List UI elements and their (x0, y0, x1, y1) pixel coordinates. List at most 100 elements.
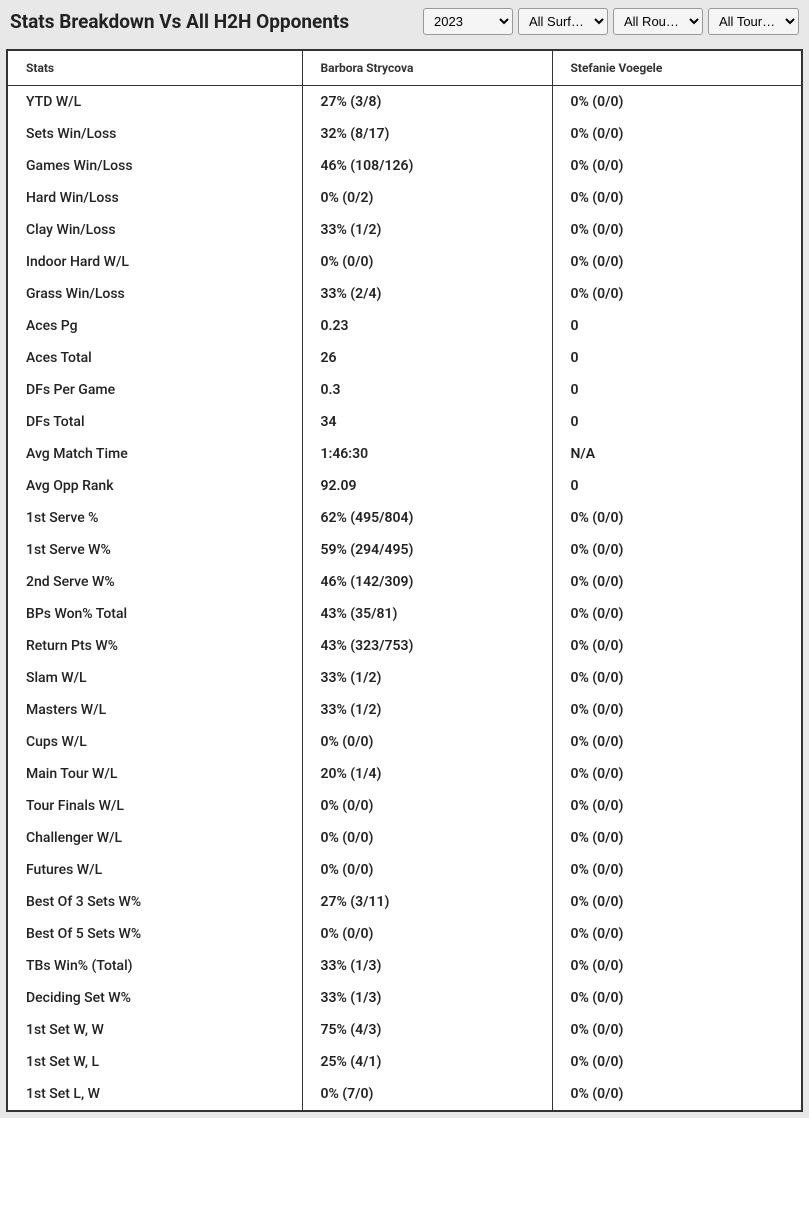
stat-label: Grass Win/Loss (7, 278, 302, 310)
stat-value-player1: 0% (0/0) (302, 854, 552, 886)
stat-value-player1: 0% (0/0) (302, 726, 552, 758)
stat-value-player2: 0% (0/0) (552, 278, 802, 310)
year-filter[interactable]: 2023 (423, 8, 513, 35)
stat-value-player2: 0% (0/0) (552, 182, 802, 214)
stat-label: BPs Won% Total (7, 598, 302, 630)
filter-group: 2023 All Surf… All Rou… All Tour… (423, 8, 799, 35)
stat-label: Clay Win/Loss (7, 214, 302, 246)
stat-label: Best Of 3 Sets W% (7, 886, 302, 918)
stat-label: Sets Win/Loss (7, 118, 302, 150)
table-row: Cups W/L0% (0/0)0% (0/0) (7, 726, 802, 758)
stat-value-player1: 43% (323/753) (302, 630, 552, 662)
table-row: Challenger W/L0% (0/0)0% (0/0) (7, 822, 802, 854)
surface-filter[interactable]: All Surf… (518, 8, 608, 35)
stat-value-player1: 46% (142/309) (302, 566, 552, 598)
table-row: 1st Set W, W75% (4/3)0% (0/0) (7, 1014, 802, 1046)
stat-label: TBs Win% (Total) (7, 950, 302, 982)
stat-value-player1: 33% (2/4) (302, 278, 552, 310)
stat-label: DFs Total (7, 406, 302, 438)
stat-label: Slam W/L (7, 662, 302, 694)
stat-label: Tour Finals W/L (7, 790, 302, 822)
stat-value-player1: 33% (1/2) (302, 662, 552, 694)
stat-value-player2: 0% (0/0) (552, 86, 802, 119)
table-row: 1st Set W, L25% (4/1)0% (0/0) (7, 1046, 802, 1078)
stat-value-player1: 33% (1/3) (302, 982, 552, 1014)
stat-label: Avg Match Time (7, 438, 302, 470)
tour-filter[interactable]: All Tour… (708, 8, 799, 35)
stat-value-player2: 0% (0/0) (552, 502, 802, 534)
table-row: Tour Finals W/L0% (0/0)0% (0/0) (7, 790, 802, 822)
table-row: 1st Serve W%59% (294/495)0% (0/0) (7, 534, 802, 566)
table-row: YTD W/L27% (3/8)0% (0/0) (7, 86, 802, 119)
stat-value-player2: 0% (0/0) (552, 246, 802, 278)
stat-value-player2: 0 (552, 342, 802, 374)
table-container: Stats Barbora Strycova Stefanie Voegele … (0, 43, 809, 1118)
stat-label: 1st Set W, L (7, 1046, 302, 1078)
stat-value-player1: 46% (108/126) (302, 150, 552, 182)
stat-label: Return Pts W% (7, 630, 302, 662)
table-row: Clay Win/Loss33% (1/2)0% (0/0) (7, 214, 802, 246)
stat-value-player1: 0% (0/0) (302, 790, 552, 822)
stat-value-player2: 0% (0/0) (552, 1078, 802, 1111)
stat-value-player2: 0% (0/0) (552, 790, 802, 822)
stat-label: 1st Serve % (7, 502, 302, 534)
table-row: Avg Opp Rank92.090 (7, 470, 802, 502)
stat-value-player1: 0% (0/0) (302, 246, 552, 278)
table-row: 1st Serve %62% (495/804)0% (0/0) (7, 502, 802, 534)
stat-value-player1: 27% (3/11) (302, 886, 552, 918)
table-row: Hard Win/Loss0% (0/2)0% (0/0) (7, 182, 802, 214)
stat-value-player2: 0 (552, 310, 802, 342)
stat-value-player1: 25% (4/1) (302, 1046, 552, 1078)
stat-value-player1: 92.09 (302, 470, 552, 502)
stat-value-player2: 0% (0/0) (552, 662, 802, 694)
stat-value-player1: 0% (0/2) (302, 182, 552, 214)
column-header-player1: Barbora Strycova (302, 50, 552, 86)
stat-value-player1: 0.3 (302, 374, 552, 406)
header-bar: Stats Breakdown Vs All H2H Opponents 202… (0, 0, 809, 43)
stat-value-player2: 0% (0/0) (552, 758, 802, 790)
stat-label: Indoor Hard W/L (7, 246, 302, 278)
stat-value-player1: 26 (302, 342, 552, 374)
stat-value-player2: 0% (0/0) (552, 1046, 802, 1078)
stat-label: Avg Opp Rank (7, 470, 302, 502)
table-row: TBs Win% (Total)33% (1/3)0% (0/0) (7, 950, 802, 982)
stat-value-player2: 0% (0/0) (552, 982, 802, 1014)
stat-value-player1: 75% (4/3) (302, 1014, 552, 1046)
stat-value-player2: 0 (552, 406, 802, 438)
stat-value-player1: 0% (7/0) (302, 1078, 552, 1111)
table-row: 2nd Serve W%46% (142/309)0% (0/0) (7, 566, 802, 598)
stat-value-player2: 0% (0/0) (552, 598, 802, 630)
stat-value-player1: 33% (1/2) (302, 214, 552, 246)
stat-label: 1st Serve W% (7, 534, 302, 566)
stat-value-player2: 0% (0/0) (552, 950, 802, 982)
table-row: Games Win/Loss46% (108/126)0% (0/0) (7, 150, 802, 182)
stat-label: Best Of 5 Sets W% (7, 918, 302, 950)
stat-value-player2: 0% (0/0) (552, 214, 802, 246)
stat-label: Hard Win/Loss (7, 182, 302, 214)
stat-value-player2: 0 (552, 470, 802, 502)
table-row: Aces Total260 (7, 342, 802, 374)
stat-value-player2: 0% (0/0) (552, 566, 802, 598)
stat-value-player1: 0.23 (302, 310, 552, 342)
stat-label: Aces Pg (7, 310, 302, 342)
table-row: Main Tour W/L20% (1/4)0% (0/0) (7, 758, 802, 790)
stat-label: 1st Set W, W (7, 1014, 302, 1046)
table-row: Grass Win/Loss33% (2/4)0% (0/0) (7, 278, 802, 310)
table-row: Futures W/L0% (0/0)0% (0/0) (7, 854, 802, 886)
round-filter[interactable]: All Rou… (613, 8, 703, 35)
stat-value-player1: 62% (495/804) (302, 502, 552, 534)
stat-label: Aces Total (7, 342, 302, 374)
table-row: DFs Per Game0.30 (7, 374, 802, 406)
stat-label: 1st Set L, W (7, 1078, 302, 1111)
stat-value-player1: 1:46:30 (302, 438, 552, 470)
stat-value-player2: N/A (552, 438, 802, 470)
stat-value-player1: 0% (0/0) (302, 918, 552, 950)
table-row: 1st Set L, W0% (7/0)0% (0/0) (7, 1078, 802, 1111)
stat-value-player2: 0% (0/0) (552, 918, 802, 950)
page-title: Stats Breakdown Vs All H2H Opponents (10, 10, 349, 33)
stat-label: DFs Per Game (7, 374, 302, 406)
stat-value-player1: 32% (8/17) (302, 118, 552, 150)
stat-value-player2: 0% (0/0) (552, 534, 802, 566)
table-row: Avg Match Time1:46:30N/A (7, 438, 802, 470)
stat-label: Games Win/Loss (7, 150, 302, 182)
